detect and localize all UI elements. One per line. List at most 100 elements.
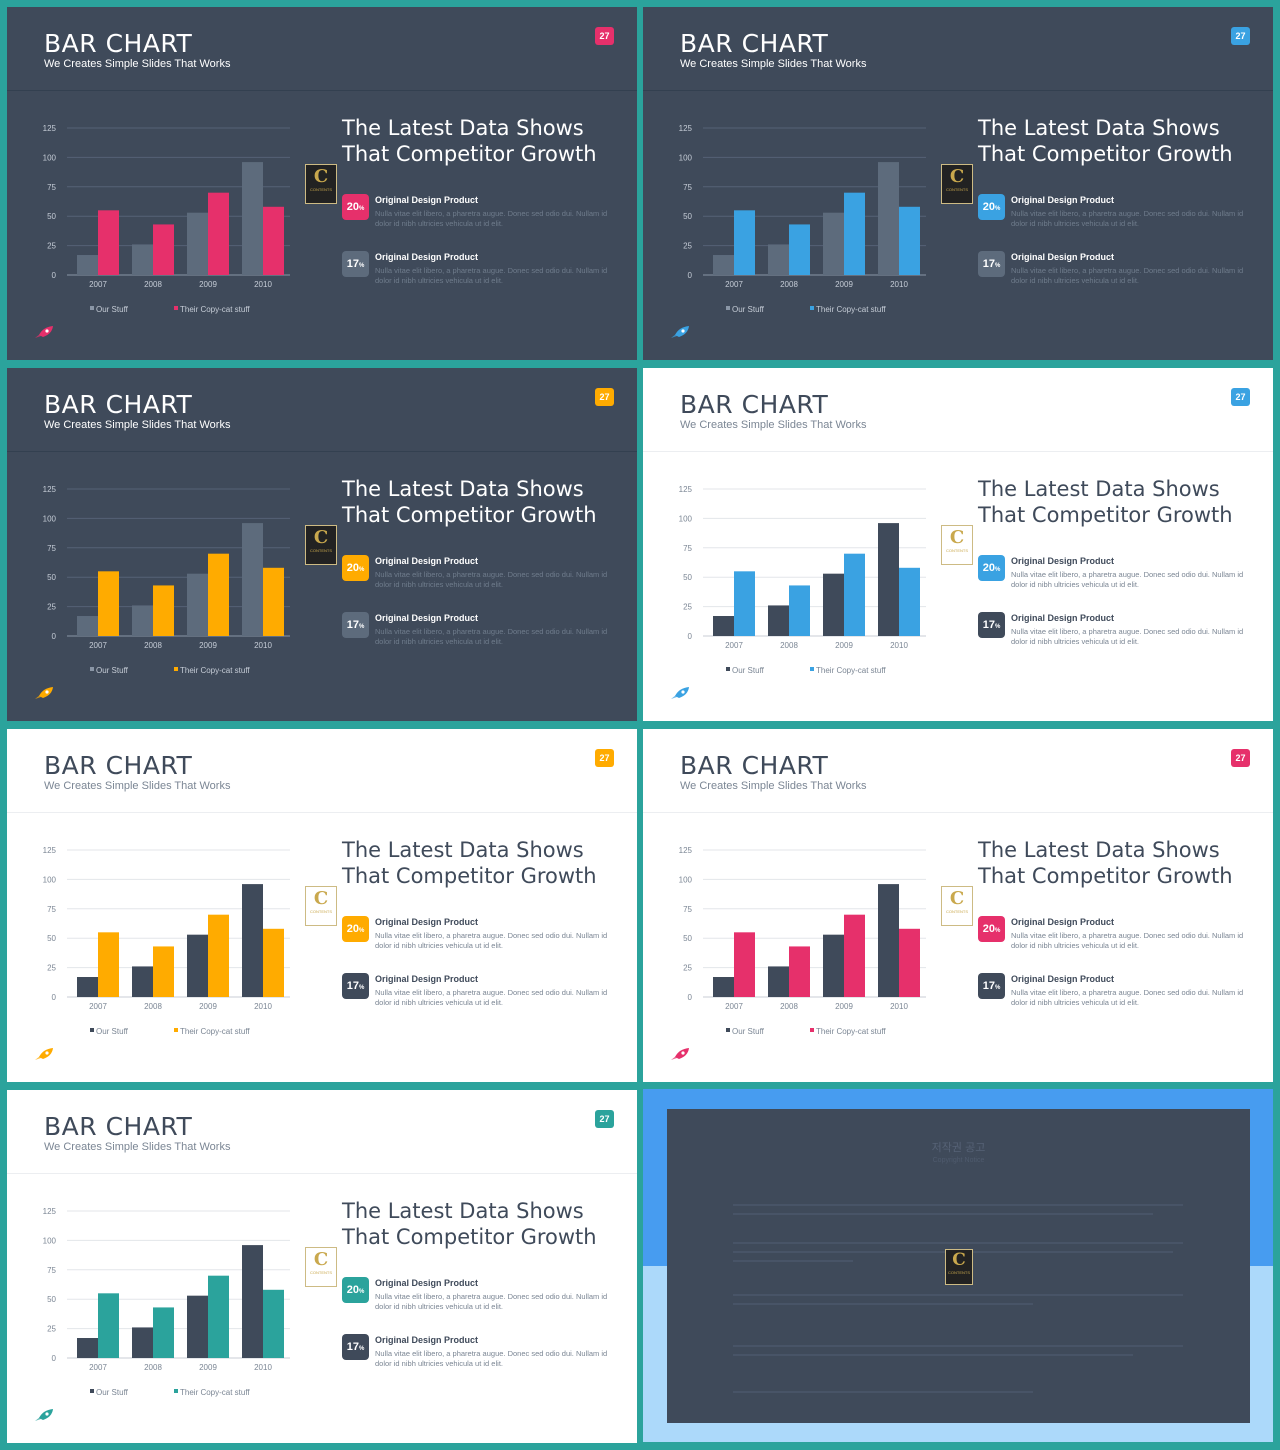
x-tick-label: 2008	[780, 641, 798, 650]
x-tick-label: 2009	[199, 1363, 217, 1372]
x-tick-label: 2009	[835, 1002, 853, 1011]
bar-chart: 0 25 50 75 100 125 2007 2008 2009 2010 Our Stuff Th…	[679, 846, 926, 1036]
percent-badge: 20%	[978, 194, 1005, 220]
stat-description: Nulla vitae elit libero, a pharetra augu…	[375, 627, 608, 646]
contents-logo-icon: C CONTENTS	[945, 1249, 973, 1285]
y-tick-label: 25	[47, 964, 56, 973]
stat-description: Nulla vitae elit libero, a pharetra augu…	[1011, 570, 1244, 589]
contents-logo-icon: C CONTENTS	[305, 164, 337, 204]
headline: The Latest Data Shows That Competitor Gr…	[342, 116, 597, 166]
slide-title: BAR CHART	[44, 390, 193, 419]
bar-chart-slide: 0 25 50 75 100 125 2007 2008 2009 2010 Our Stuff Th…	[7, 729, 637, 1082]
bar-our-stuff	[77, 616, 98, 636]
stat-description: Nulla vitae elit libero, a pharetra augu…	[375, 209, 608, 228]
notice-text-line	[733, 1354, 1133, 1356]
rocket-icon	[671, 326, 689, 338]
y-tick-label: 125	[43, 1207, 57, 1216]
rocket-icon	[35, 326, 53, 338]
percent-badge: 17%	[342, 973, 369, 999]
headline: The Latest Data Shows That Competitor Gr…	[342, 1199, 597, 1249]
notice-text-line	[733, 1303, 1033, 1305]
stat-description: Nulla vitae elit libero, a pharetra augu…	[375, 1292, 608, 1311]
percent-badge: 17%	[342, 1334, 369, 1360]
stat-heading: Original Design Product	[375, 917, 479, 927]
bar-our-stuff	[242, 162, 263, 275]
bar-copycat-stuff	[98, 571, 119, 636]
x-tick-label: 2008	[144, 641, 162, 650]
page-number-badge: 27	[1231, 749, 1250, 767]
slide-title: BAR CHART	[680, 29, 829, 58]
bar-copycat-stuff	[263, 928, 284, 997]
legend-label: Their Copy-cat stuff	[816, 666, 886, 675]
stat-heading: Original Design Product	[375, 1278, 479, 1288]
y-tick-label: 0	[52, 271, 57, 280]
percent-badge: 17%	[342, 251, 369, 277]
stat-heading: Original Design Product	[375, 556, 479, 566]
x-tick-label: 2007	[725, 641, 743, 650]
stat-description: Nulla vitae elit libero, a pharetra augu…	[1011, 988, 1244, 1007]
y-tick-label: 0	[688, 632, 693, 641]
x-tick-label: 2007	[89, 280, 107, 289]
y-tick-label: 125	[679, 124, 693, 133]
x-tick-label: 2008	[144, 1363, 162, 1372]
bar-our-stuff	[132, 966, 153, 997]
rocket-icon	[35, 1409, 53, 1421]
header-divider	[7, 812, 637, 813]
y-tick-label: 125	[43, 846, 57, 855]
legend-label: Our Stuff	[96, 666, 129, 675]
y-tick-label: 75	[47, 1266, 56, 1275]
bar-copycat-stuff	[734, 210, 755, 275]
y-tick-label: 0	[52, 632, 57, 641]
bar-our-stuff	[77, 255, 98, 275]
y-tick-label: 100	[43, 153, 57, 162]
y-tick-label: 100	[43, 1236, 57, 1245]
y-tick-label: 125	[679, 485, 693, 494]
legend-swatch	[726, 667, 730, 671]
bar-our-stuff	[878, 162, 899, 275]
bar-copycat-stuff	[263, 567, 284, 636]
headline: The Latest Data Shows That Competitor Gr…	[342, 838, 597, 888]
y-tick-label: 75	[47, 544, 56, 553]
stat-heading: Original Design Product	[1011, 613, 1115, 623]
bar-chart-slide: 0 25 50 75 100 125 2007 2008 2009 2010 Our Stuff Th…	[643, 729, 1273, 1082]
legend-swatch	[90, 667, 94, 671]
bar-copycat-stuff	[208, 914, 229, 997]
y-tick-label: 50	[47, 934, 56, 943]
bar-chart: 0 25 50 75 100 125 2007 2008 2009 2010 Our Stuff Th…	[679, 485, 926, 675]
stat-heading: Original Design Product	[375, 195, 479, 205]
x-tick-label: 2007	[725, 280, 743, 289]
x-tick-label: 2009	[835, 280, 853, 289]
bar-our-stuff	[242, 523, 263, 636]
notice-text-line	[733, 1391, 1033, 1393]
stat-heading: Original Design Product	[1011, 195, 1115, 205]
headline: The Latest Data Shows That Competitor Gr…	[342, 477, 597, 527]
bar-chart: 0 25 50 75 100 125 2007 2008 2009 2010 Our Stuff Th…	[43, 485, 290, 675]
y-tick-label: 0	[52, 1354, 57, 1363]
bar-our-stuff	[768, 966, 789, 997]
x-tick-label: 2007	[89, 641, 107, 650]
bar-copycat-stuff	[844, 553, 865, 636]
bar-chart-slide: 0 25 50 75 100 125 2007 2008 2009 2010 Our Stuff Th…	[7, 368, 637, 721]
percent-badge: 20%	[342, 916, 369, 942]
legend-label: Their Copy-cat stuff	[180, 305, 250, 314]
legend-label: Our Stuff	[96, 1388, 129, 1397]
slide-subtitle: We Creates Simple Slides That Works	[680, 780, 867, 792]
slide-title: BAR CHART	[44, 29, 193, 58]
y-tick-label: 50	[47, 212, 56, 221]
contents-logo-icon: C CONTENTS	[305, 525, 337, 565]
bar-chart: 0 25 50 75 100 125 2007 2008 2009 2010 Our Stuff Th…	[43, 846, 290, 1036]
bar-our-stuff	[77, 977, 98, 997]
stat-description: Nulla vitae elit libero, a pharetra augu…	[375, 988, 608, 1007]
bar-our-stuff	[187, 1295, 208, 1358]
legend-label: Their Copy-cat stuff	[180, 666, 250, 675]
x-tick-label: 2010	[254, 641, 272, 650]
header-divider	[643, 451, 1273, 452]
notice-subtitle: Copyright Notice	[932, 1157, 985, 1164]
y-tick-label: 75	[683, 544, 692, 553]
header-divider	[7, 1173, 637, 1174]
notice-title: 저작권 공고	[931, 1142, 986, 1154]
bar-copycat-stuff	[153, 585, 174, 636]
bar-our-stuff	[713, 977, 734, 997]
notice-text-line	[733, 1204, 1183, 1206]
bar-our-stuff	[713, 255, 734, 275]
